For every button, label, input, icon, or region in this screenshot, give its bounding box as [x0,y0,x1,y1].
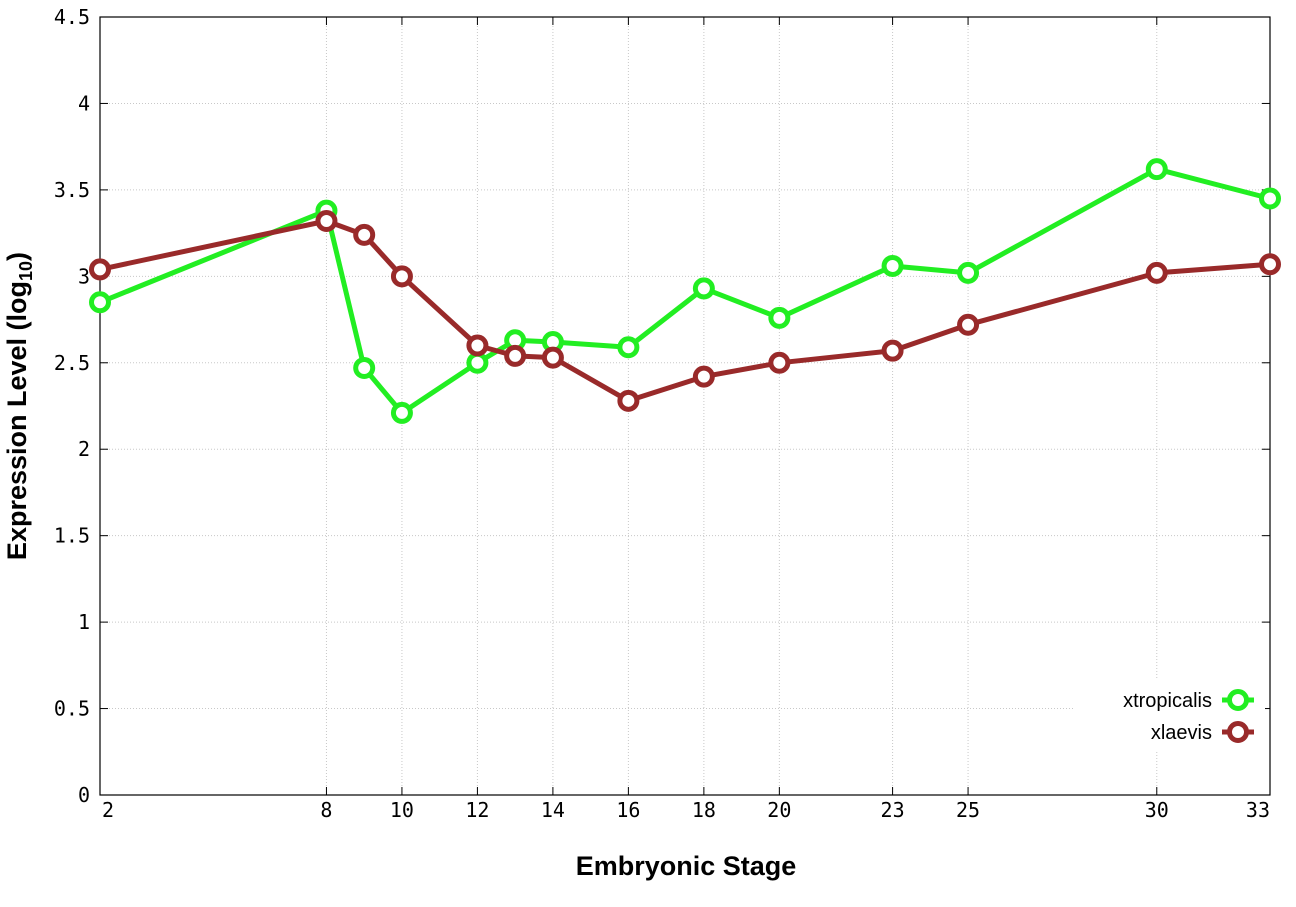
legend-swatch-xtropicalis [1222,689,1254,711]
legend-label-xlaevis: xlaevis [1151,722,1212,744]
plot-frame [99,16,1271,796]
data-point-xlaevis [617,389,640,412]
data-point-xlaevis [957,313,980,336]
data-point-xlaevis [1259,253,1281,276]
y-axis-title-main: Expression Level (log [2,281,32,560]
y-axis-title-subscript: 10 [16,261,36,281]
data-point-xlaevis [390,265,413,288]
x-tick-label: 30 [1145,798,1169,822]
x-tick-label: 23 [881,798,905,822]
data-point-xlaevis [1145,261,1168,284]
x-axis-title: Embryonic Stage [576,851,797,881]
data-point-xtropicalis [768,306,791,329]
y-tick-label: 0.5 [54,697,90,721]
data-point-xtropicalis [881,254,904,277]
legend-swatch-xlaevis [1222,721,1254,743]
data-point-xlaevis [881,339,904,362]
data-point-xlaevis [466,334,489,357]
x-tick-label: 10 [390,798,414,822]
data-point-xlaevis [353,223,376,246]
x-tick-label: 16 [616,798,640,822]
x-tick-label: 2 [102,798,114,822]
y-tick-label: 4 [78,91,90,115]
data-point-xtropicalis [390,401,413,424]
y-axis-title: Expression Level (log10) [2,252,36,560]
legend-swatch-marker [1227,721,1249,743]
x-tick-label: 25 [956,798,980,822]
data-point-xlaevis [692,365,715,388]
x-tick-label: 8 [320,798,332,822]
x-tick-label: 20 [767,798,791,822]
x-tick-label: 12 [465,798,489,822]
y-tick-label: 3.5 [54,178,90,202]
y-tick-label: 4.5 [54,5,90,29]
data-point-xtropicalis [353,356,376,379]
y-tick-label: 3 [78,264,90,288]
y-tick-label: 2 [78,437,90,461]
series-line-xlaevis [99,218,1271,404]
y-tick-label: 2.5 [54,351,90,375]
legend: xtropicalis xlaevis [1075,680,1265,752]
data-point-xtropicalis [692,277,715,300]
data-point-xlaevis [315,210,338,233]
data-point-xtropicalis [466,351,489,374]
data-point-xtropicalis [1259,187,1281,210]
x-tick-label: 18 [692,798,716,822]
y-axis-title-end: ) [2,252,32,261]
grid-lines [100,17,1270,795]
data-point-xtropicalis [617,336,640,359]
data-point-xlaevis [541,346,564,369]
legend-label-xtropicalis: xtropicalis [1123,690,1212,712]
x-tick-label: 14 [541,798,565,822]
data-point-xlaevis [504,344,527,367]
series-group [89,158,1281,424]
data-point-xlaevis [768,351,791,374]
series-xlaevis [89,210,1281,412]
x-tick-label: 33 [1246,798,1270,822]
axis-ticks: 0 0.5 1 1.5 2 2.5 3 3.5 4 4.5 2 8 10 12 14 16 18 20 23 25 30… [54,5,1271,822]
data-point-xtropicalis [89,291,111,314]
legend-swatch-marker [1227,689,1249,711]
y-tick-label: 0 [78,783,90,807]
y-tick-label: 1.5 [54,524,90,548]
data-point-xtropicalis [1145,158,1168,181]
data-point-xtropicalis [957,261,980,284]
y-tick-label: 1 [78,610,90,634]
data-point-xlaevis [89,258,111,281]
